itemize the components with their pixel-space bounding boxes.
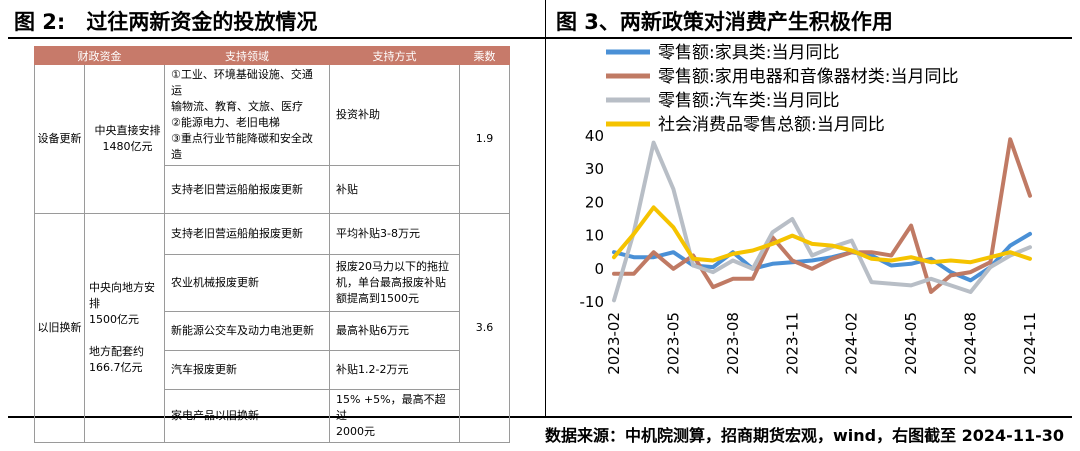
legend-label-2: 零售额:家用电器和音像器材类:当月同比 <box>658 67 958 87</box>
support-method: 补贴 <box>329 165 460 214</box>
header-funding: 财政资金 <box>34 46 165 65</box>
support-method: 补贴1.2-2万元 <box>329 350 460 390</box>
legend: 零售额:家具类:当月同比零售额:家用电器和音像器材类:当月同比零售额:汽车类:当… <box>606 43 958 135</box>
legend-label-1: 零售额:家具类:当月同比 <box>658 43 839 63</box>
support-area: 支持老旧营运船舶报废更新 <box>164 213 330 255</box>
series-layer <box>612 137 1032 303</box>
support-method: 投资补助 <box>329 64 460 166</box>
series-line-2 <box>612 137 1032 294</box>
x-tick-label: 2023-11 <box>783 312 801 375</box>
table-row: 家电产品以旧换新 15% +5%，最高不超过 2000元 <box>35 389 510 443</box>
source-note: 数据来源：中机院测算，招商期货宏观，wind，右图截至 2024-11-30 <box>544 426 1064 445</box>
chart: -10 0 10 20 30 40 2023-02 2023-05 2023-08 2023-11… <box>580 43 1040 375</box>
y-tick-label: 20 <box>585 193 604 211</box>
group-multiplier: 1.9 <box>459 64 510 214</box>
table-row: 新能源公交车及动力电池更新 最高补贴6万元 <box>35 311 510 351</box>
x-tick-label: 2024-05 <box>902 312 920 375</box>
legend-label-3: 零售额:汽车类:当月同比 <box>658 91 839 111</box>
y-tick-label: 10 <box>585 227 604 245</box>
y-tick-label: -10 <box>580 293 605 311</box>
header-area: 支持领域 <box>164 46 330 65</box>
axis-layer: -10 0 10 20 30 40 2023-02 2023-05 2023-08 2023-11… <box>580 127 1040 375</box>
table-row: 设备更新 中央直接安排 1480亿元 ①工业、环境基础设施、交通运 输物流、教育、文旅、… <box>34 64 510 214</box>
table-header-row: 财政资金 支持领域 支持方式 乘数 <box>34 46 510 65</box>
support-method: 报废20马力以下的拖拉 机，单台最高报废补贴 额提高到1500元 <box>329 254 460 312</box>
group-name: 设备更新 <box>34 64 85 214</box>
legend-label-4: 社会消费品零售总额:当月同比 <box>658 115 885 135</box>
header-method: 支持方式 <box>329 46 460 65</box>
x-tick-label: 2024-11 <box>1021 312 1039 375</box>
right-panel-title: 图 3、两新政策对消费产生积极作用 <box>556 10 893 34</box>
support-area: 新能源公交车及动力电池更新 <box>164 311 330 351</box>
y-tick-label: 40 <box>585 127 604 145</box>
series-line-3 <box>612 140 1032 303</box>
panel-divider <box>545 0 546 416</box>
table-body: 设备更新 中央直接安排 1480亿元 ①工业、环境基础设施、交通运 输物流、教育、文旅、… <box>34 64 510 443</box>
left-panel-title: 图 2: 过往两新资金的投放情况 <box>14 10 318 34</box>
y-tick-label: 0 <box>594 260 604 278</box>
table-row: 支持老旧营运船舶报废更新 补贴 <box>35 165 510 214</box>
table-row: 以旧换新 中央向地方安排 1500亿元 地方配套约 166.7亿元 支持老旧营运船舶报废更… <box>34 213 510 443</box>
group-funding: 中央直接安排 1480亿元 <box>84 64 165 214</box>
x-tick-label: 2023-08 <box>724 312 742 375</box>
group-multiplier: 3.6 <box>459 213 510 443</box>
support-method: 平均补贴3-8万元 <box>329 213 460 255</box>
group-name: 以旧换新 <box>34 213 85 443</box>
policy-funding-table: 财政资金 支持领域 支持方式 乘数 设备更新 中央直接安排 1480亿元 ①工业、环境… <box>34 46 510 443</box>
support-area: ①工业、环境基础设施、交通运 输物流、教育、文旅、医疗 ②能源电力、老旧电梯 ③重点行… <box>164 64 330 166</box>
support-area: 农业机械报废更新 <box>164 254 330 312</box>
top-rule <box>8 37 1072 39</box>
support-method: 最高补贴6万元 <box>329 311 460 351</box>
x-tick-label: 2024-08 <box>962 312 980 375</box>
support-method: 15% +5%，最高不超过 2000元 <box>329 389 460 443</box>
support-area: 支持老旧营运船舶报废更新 <box>164 165 330 214</box>
header-multiplier: 乘数 <box>459 46 510 65</box>
bottom-rule <box>8 416 1072 418</box>
group-funding: 中央向地方安排 1500亿元 地方配套约 166.7亿元 <box>84 213 165 443</box>
table-row: 农业机械报废更新 报废20马力以下的拖拉 机，单台最高报废补贴 额提高到1500元 <box>35 254 510 312</box>
series-line-4 <box>612 205 1032 265</box>
y-tick-label: 30 <box>585 160 604 178</box>
table-row: 汽车报废更新 补贴1.2-2万元 <box>35 350 510 390</box>
support-area: 家电产品以旧换新 <box>164 389 330 443</box>
series-line-1 <box>612 231 1032 283</box>
x-tick-label: 2024-02 <box>843 312 861 375</box>
support-area: 汽车报废更新 <box>164 350 330 390</box>
x-tick-label: 2023-05 <box>664 312 682 375</box>
x-tick-label: 2023-02 <box>605 312 623 375</box>
